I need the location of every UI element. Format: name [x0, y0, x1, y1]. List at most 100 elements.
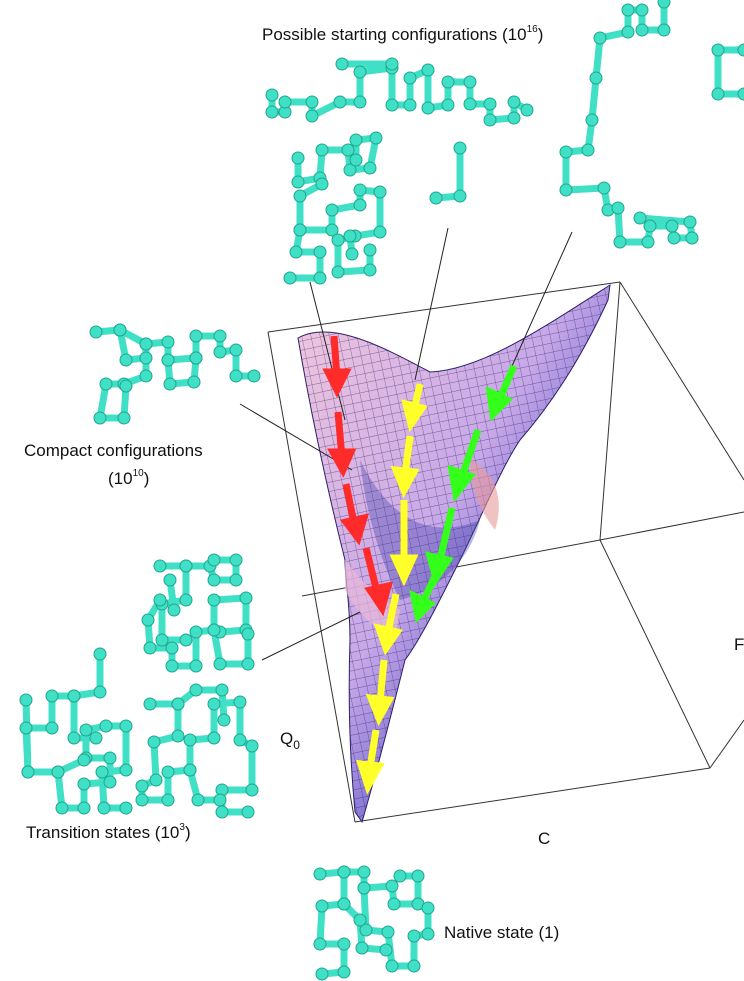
- pointer-line: [507, 231, 573, 376]
- chain-bead: [233, 733, 247, 747]
- chain-bead: [67, 731, 81, 745]
- chain-bead: [291, 175, 305, 189]
- chain-bead: [21, 765, 35, 779]
- chain-bead: [357, 881, 371, 895]
- chain-bead: [189, 659, 203, 673]
- chain-bead: [315, 177, 329, 191]
- chain-bead: [149, 773, 163, 787]
- chain-bead: [139, 369, 153, 383]
- chain-bead: [213, 345, 227, 359]
- chain-bead: [325, 223, 339, 237]
- chain-bead: [189, 683, 203, 697]
- chain-bead: [381, 925, 395, 939]
- chain-bead: [711, 87, 725, 101]
- chain-bead: [245, 783, 259, 797]
- chain-bead: [207, 731, 221, 745]
- chain-bead: [341, 143, 355, 157]
- chain-bead: [559, 145, 573, 159]
- box-edge: [599, 281, 621, 541]
- chain-bead: [403, 98, 417, 112]
- chain-bead: [139, 337, 153, 351]
- chain-bead: [507, 111, 521, 125]
- yellow-pathway: [356, 383, 428, 795]
- chain-bead: [147, 735, 161, 749]
- chain-bead: [55, 801, 69, 815]
- chain-bead: [289, 245, 303, 259]
- chain-bead: [711, 43, 725, 57]
- chain-bead: [589, 71, 603, 85]
- chain-bead: [119, 763, 133, 777]
- chain-bead: [305, 95, 319, 109]
- green-pathway: [409, 364, 518, 624]
- chain-bead: [385, 879, 399, 893]
- chain-bead: [291, 151, 305, 165]
- chain-bead: [685, 231, 699, 245]
- chain-bead: [337, 937, 351, 951]
- chain-bead: [241, 657, 255, 671]
- chain-bead: [183, 763, 197, 777]
- chain-bead: [633, 211, 647, 225]
- chain-bead: [293, 189, 307, 203]
- chain-bead: [283, 271, 297, 285]
- chain-bead: [305, 109, 319, 123]
- chain-bead: [119, 353, 133, 367]
- chain-bead: [187, 375, 201, 389]
- chain-bead: [93, 411, 107, 425]
- chain-bead: [179, 593, 193, 607]
- chain-bead: [483, 97, 497, 111]
- chain-bead: [621, 25, 635, 39]
- chain-bead: [213, 329, 227, 343]
- chain-bead: [207, 573, 221, 587]
- chain-native: [316, 868, 432, 978]
- right-axis-label-partial: F: [734, 635, 744, 654]
- chain-bead: [97, 801, 111, 815]
- chain-bead: [77, 801, 91, 815]
- chain-bead: [353, 183, 367, 197]
- chain-bead: [313, 245, 327, 259]
- chain-bead: [135, 779, 149, 793]
- chain-bead: [385, 959, 399, 973]
- chain-bead: [325, 203, 339, 217]
- chain-bead: [161, 793, 175, 807]
- chain-bead: [379, 943, 393, 957]
- chain-bead: [119, 719, 133, 733]
- chain-bead: [683, 215, 697, 229]
- chain-bead: [171, 697, 185, 711]
- chain-bead: [233, 695, 247, 709]
- chain-bead: [95, 765, 109, 779]
- chain-bead: [77, 753, 91, 767]
- chain-bead: [183, 733, 197, 747]
- chain-bead: [93, 685, 107, 699]
- chain-bead: [559, 183, 573, 197]
- chain-bead: [167, 603, 181, 617]
- chain-bead: [593, 31, 607, 45]
- chain-bead: [363, 161, 377, 175]
- chain-bead: [353, 913, 367, 927]
- chain-bead: [369, 131, 383, 145]
- chain-bead: [421, 63, 435, 77]
- chain-bead: [411, 869, 425, 883]
- chain-bead: [349, 153, 363, 167]
- chain-bead: [207, 553, 221, 567]
- funnel-mesh-overlay: [298, 285, 610, 822]
- chain-bead: [641, 235, 655, 249]
- chain-bead: [421, 901, 435, 915]
- chain-bead: [89, 731, 103, 745]
- chain-bead: [179, 559, 193, 573]
- chain-bead: [99, 377, 113, 391]
- chain-bead: [621, 3, 635, 17]
- chain-bead: [353, 95, 367, 109]
- chain-bead: [363, 243, 377, 257]
- chain-bead: [343, 163, 357, 177]
- chain-bead: [189, 625, 203, 639]
- chain-bead: [93, 647, 107, 661]
- chain-bead: [117, 411, 131, 425]
- chain-bead: [429, 191, 443, 205]
- chain-bead: [373, 185, 387, 199]
- box-edge: [709, 719, 744, 769]
- chain-bead: [585, 113, 599, 127]
- chain-bead: [51, 765, 65, 779]
- chain-bead: [315, 967, 329, 981]
- chain-bead: [229, 369, 243, 383]
- chain-bead: [441, 98, 455, 112]
